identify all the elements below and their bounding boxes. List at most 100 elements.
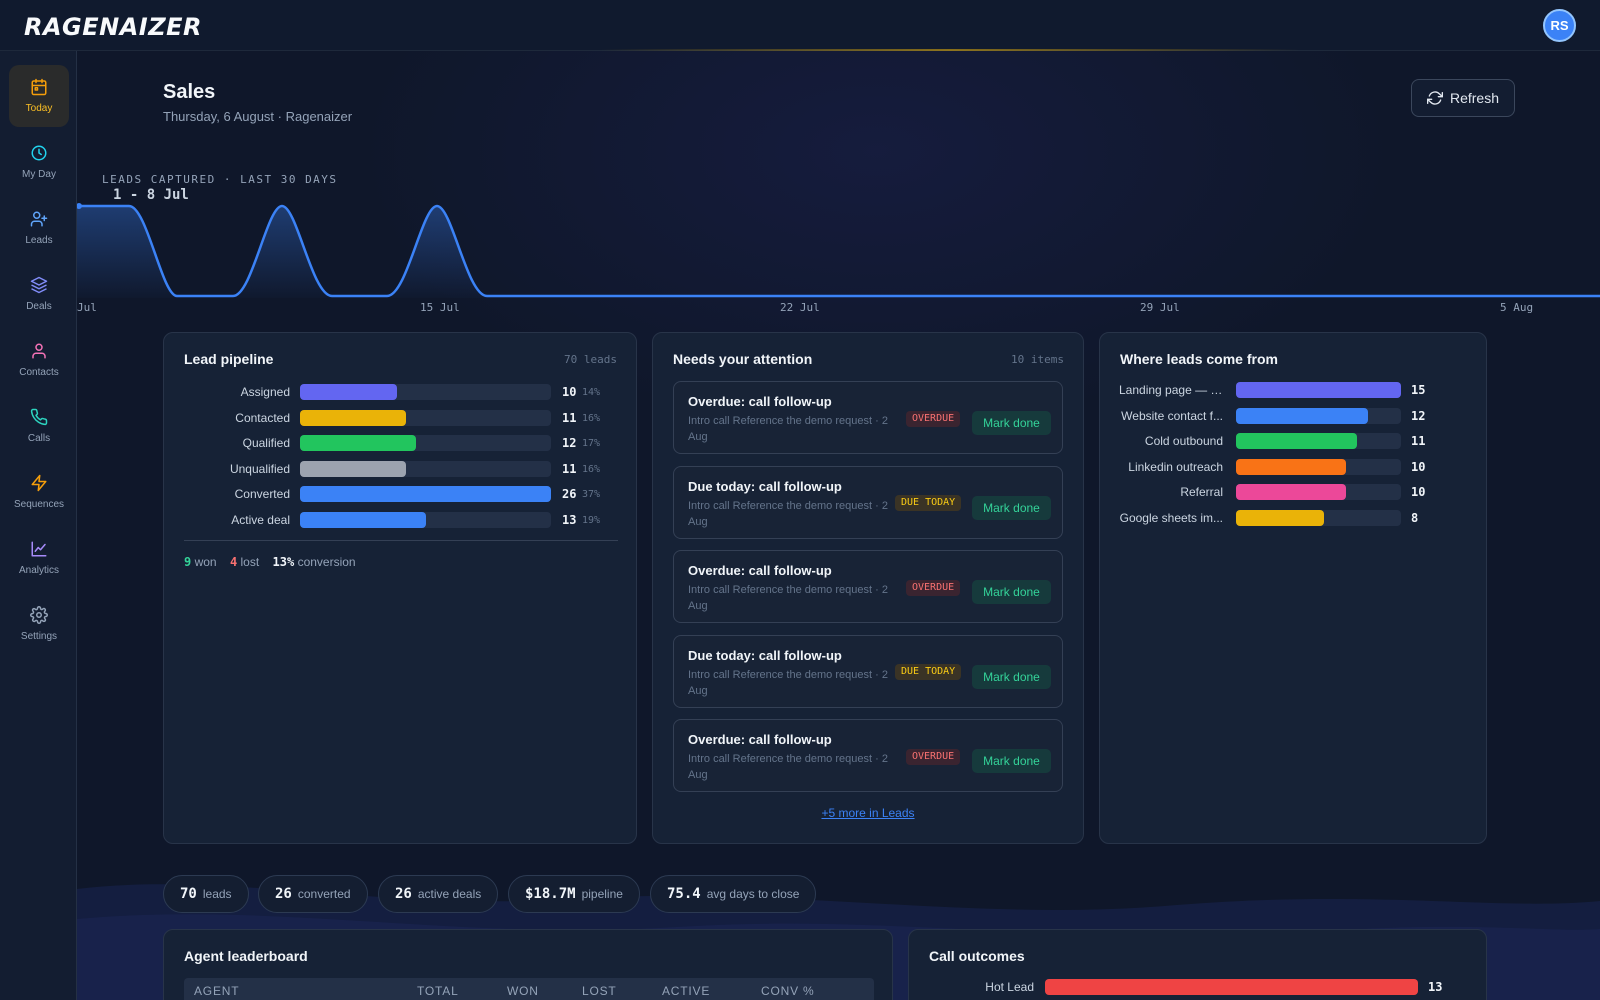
won-count: 9 [184,555,192,569]
user-avatar[interactable]: RS [1543,9,1576,42]
sidebar-item-deals[interactable]: Deals [9,263,69,325]
sidebar-item-today[interactable]: Today [9,65,69,127]
mark-done-button[interactable]: Mark done [972,495,1051,520]
column-header[interactable]: ACTIVE [662,984,711,998]
lead-source-label: Landing page — d... [1119,383,1223,397]
sidebar-item-label: Settings [20,631,58,642]
phone-icon [30,408,48,426]
card-title: Agent leaderboard [184,948,308,964]
pipeline-bar-fill [300,486,551,502]
attention-item[interactable]: Overdue: call follow-up Intro call Refere… [673,719,1063,792]
trend-tick: 15 Jul [420,301,460,314]
lead-source-bar-fill [1236,433,1357,449]
pipeline-bar-track [300,460,551,477]
mark-done-button[interactable]: Mark done [972,580,1051,604]
lead-source-bar-track [1236,509,1401,526]
mark-done-button[interactable]: Mark done [972,411,1051,435]
attention-item-title: Overdue: call follow-up [688,563,832,578]
clock-icon [31,145,47,161]
pipeline-row: Qualified 12 17% [164,433,636,453]
lead-source-bar-track [1236,458,1401,475]
lost-label: lost [240,555,260,569]
lead-source-bar-track [1236,484,1401,500]
page-subtitle: Thursday, 6 August · Ragenaizer [163,109,353,124]
attention-item-description: Intro call Reference the demo request · … [688,499,888,528]
lead-source-bar-fill [1236,484,1347,500]
call-outcome-label: Hot Lead [985,980,1034,994]
trend-tick: 29 Jul [1140,301,1180,314]
sidebar-item-my-day[interactable]: My Day [9,131,69,193]
sidebar-item-contacts[interactable]: Contacts [9,329,69,391]
attention-item[interactable]: Overdue: call follow-up Intro call Refere… [673,381,1063,454]
trend-line [77,204,1600,298]
lead-source-count: 10 [1411,485,1426,499]
pipeline-stage-percent: 14% [582,387,601,398]
status-badge: OVERDUE [906,411,961,427]
attention-item-description: Intro call Reference the demo request · … [688,753,888,781]
kpi-pill: 70 leads [163,875,249,913]
lead-source-bar-track [1236,382,1401,398]
attention-item-title: Due today: call follow-up [688,647,842,663]
more-leads-link[interactable]: +5 more in Leads [821,806,915,820]
attention-card: Needs your attention 10 items Overdue: c… [652,332,1084,844]
column-header[interactable]: WON [507,984,539,998]
gear-icon [30,606,48,624]
lead-source-row: Google sheets im... 8 [1100,508,1486,528]
attention-item-description: Intro call Reference the demo request · … [688,415,888,443]
column-header[interactable]: LOST [582,984,617,998]
main-content: Sales Thursday, 6 August · Ragenaizer Re… [77,51,1600,1000]
lead-source-row: Referral 10 [1100,482,1486,502]
trend-label: LEADS CAPTURED · LAST 30 DAYS [102,173,338,186]
sidebar-item-calls[interactable]: Calls [9,395,69,457]
attention-item-title: Overdue: call follow-up [688,732,832,747]
kpi-value: 70 [180,886,197,902]
sidebar-item-settings[interactable]: Settings [9,593,69,655]
lead-source-count: 11 [1411,434,1426,448]
lead-source-bar-fill [1236,407,1368,424]
call-outcome-bar-track [1045,979,1418,995]
attention-item-description: Intro call Reference the demo request · … [688,584,888,612]
page-title: Sales [163,81,216,103]
call-outcomes-card: Call outcomes Hot Lead 13 [908,929,1487,1000]
sidebar-item-analytics[interactable]: Analytics [9,527,69,589]
kpi-value: $18.7M [525,886,576,902]
conversion-label: conversion [297,555,356,569]
lead-source-row: Landing page — d... 15 [1100,380,1486,400]
pipeline-stage-count: 26 [562,487,577,501]
attention-item[interactable]: Due today: call follow-up Intro call Refe… [673,465,1063,539]
refresh-button[interactable]: Refresh [1411,79,1515,117]
lead-source-row: Linkedin outreach 10 [1100,457,1486,477]
pipeline-bar-track [300,486,551,502]
mark-done-button[interactable]: Mark done [972,749,1051,773]
kpi-pill: 26 active deals [378,875,499,913]
lead-sources-card: Where leads come from Landing page — d..… [1099,332,1487,844]
pipeline-stage-count: 10 [562,385,577,399]
app-logo[interactable]: RAGENAIZER [24,12,234,40]
lead-source-bar-track [1236,433,1401,449]
column-header[interactable]: AGENT [194,984,240,998]
call-outcome-count: 13 [1428,980,1443,994]
card-title: Needs your attention [673,351,813,367]
refresh-label: Refresh [1449,90,1500,106]
attention-item[interactable]: Overdue: call follow-up Intro call Refere… [673,550,1063,623]
pipeline-bar-fill [300,511,426,528]
pipeline-row: Unqualified 11 16% [164,459,636,479]
status-badge: DUE TODAY [895,494,962,511]
kpi-pill: 26 converted [258,875,368,913]
mark-done-button[interactable]: Mark done [972,664,1051,689]
trend-range: 1 - 8 Jul [113,187,189,203]
pipeline-stage-label: Converted [234,487,290,501]
sidebar-item-leads[interactable]: Leads [9,197,69,259]
column-header[interactable]: CONV % [761,984,815,998]
call-outcome-bar-fill [1045,979,1418,995]
pipeline-stage-label: Contacted [235,410,290,425]
lead-source-count: 10 [1411,459,1426,474]
column-header[interactable]: TOTAL [417,984,459,998]
lead-source-label: Website contact f... [1121,408,1223,423]
leads-trend-chart: Jul 15 Jul 22 Jul 29 Jul 5 Aug [77,203,1600,314]
attention-item[interactable]: Due today: call follow-up Intro call Refe… [673,634,1063,708]
pipeline-stage-label: Unqualified [229,461,290,476]
sidebar-item-sequences[interactable]: Sequences [9,461,69,523]
trend-tick: 22 Jul [780,301,820,314]
calendar-icon [31,78,47,96]
